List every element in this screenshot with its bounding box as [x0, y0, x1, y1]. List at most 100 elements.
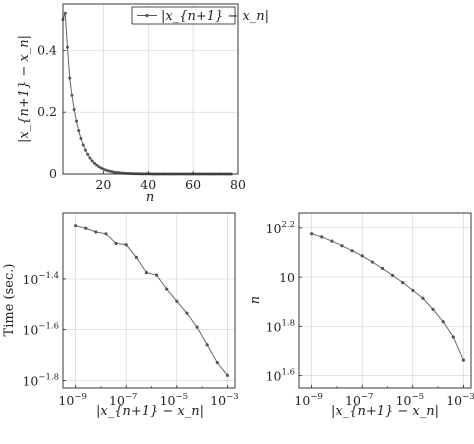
- bottom-left-x-tick-label-exponent: −7: [125, 392, 138, 402]
- top-y-tick-label: 0: [49, 166, 57, 181]
- top-legend-box: [131, 6, 236, 25]
- bottom-left-data-point: [195, 325, 199, 329]
- bottom-left-data-point: [185, 311, 189, 315]
- top-series-path: [62, 13, 232, 175]
- bottom-left-x-tick-label-base: 10: [109, 393, 125, 408]
- top-data-point: [74, 119, 78, 123]
- bottom-right-data-point: [431, 307, 435, 311]
- bottom-left-y-tick-label-exponent: −1.6: [38, 322, 59, 332]
- top-series-line: [62, 13, 232, 175]
- top-chart: 20 40 60 80 0 0.2 0.4 n |x_{n+1} − x_n| |x_{n…: [17, 3, 269, 205]
- bottom-right-data-point: [360, 254, 364, 258]
- bottom-left-data-point: [165, 287, 169, 291]
- top-data-point: [99, 166, 103, 170]
- top-data-point: [83, 148, 87, 152]
- bottom-left-y-ticks: 10−1.810−1.610−1.4: [22, 271, 66, 388]
- bottom-left-x-tick-label-base: 10: [210, 393, 226, 408]
- top-x-tick-label: 20: [95, 177, 111, 192]
- bottom-right-y-tick-label-base: 10: [266, 319, 282, 334]
- top-data-point: [113, 170, 117, 174]
- bottom-right-x-tick-label-exponent: −3: [462, 392, 474, 402]
- top-data-point: [77, 129, 81, 133]
- bottom-right-data-point: [380, 266, 385, 271]
- bottom-left-grid: [63, 213, 235, 388]
- bottom-left-x-tick-label: 10−9: [58, 392, 86, 408]
- bottom-right-x-tick-label: 10−3: [446, 392, 474, 408]
- top-data-point: [86, 152, 90, 156]
- top-data-point: [106, 169, 110, 173]
- bottom-left-x-tick-label-base: 10: [160, 393, 176, 408]
- top-data-point: [70, 93, 74, 97]
- top-data-point: [108, 169, 112, 173]
- top-y-tick-label-base: 0.2: [37, 104, 57, 119]
- bottom-left-data-point: [154, 273, 159, 277]
- top-data-point: [81, 143, 85, 147]
- bottom-left-data-point: [205, 343, 209, 347]
- bottom-right-data-point: [310, 232, 314, 236]
- bottom-right-x-tick-label: 10−7: [345, 392, 373, 408]
- bottom-left-x-tick-label-exponent: −5: [176, 392, 189, 402]
- bottom-right-grid: [299, 213, 471, 388]
- legend-entry-label: |x_{n+1} − x_n|: [161, 9, 269, 24]
- bottom-left-x-tick-label: 10−3: [210, 392, 238, 408]
- top-y-tick-label-base: 0: [49, 166, 57, 181]
- bottom-left-data-point: [124, 243, 128, 247]
- bottom-right-y-label: n: [248, 296, 263, 304]
- bottom-right-data-point: [350, 249, 354, 253]
- bottom-left-data-point: [84, 226, 88, 230]
- bottom-left-data-point: [215, 361, 219, 365]
- top-x-tick-label-base: 40: [140, 177, 156, 192]
- bottom-right-data-point: [390, 273, 395, 277]
- bottom-right-y-tick-label: 101.6: [266, 368, 295, 384]
- bottom-left-x-label: |x_{n+1} − x_n|: [96, 404, 204, 419]
- top-y-tick-label: 0.2: [37, 104, 57, 119]
- bottom-right-x-label: |x_{n+1} − x_n|: [331, 404, 439, 419]
- bottom-left-x-tick-label-exponent: −3: [226, 392, 239, 402]
- top-y-ticks: 0 0.2 0.4: [37, 42, 66, 181]
- bottom-right-x-tick-label-exponent: −9: [310, 392, 323, 402]
- bottom-left-data-point: [175, 299, 179, 303]
- top-data-point: [63, 11, 67, 15]
- bottom-left-y-tick-label-base: 10: [22, 373, 38, 388]
- bottom-left-chart: 10−9 10−7 10−5 10−3 10−1.810−1.610−1.4 |x_{…: [2, 212, 239, 419]
- bottom-right-x-ticks: 10−9 10−7 10−5 10−3: [294, 385, 474, 408]
- bottom-right-y-tick-label-exponent: 1.6: [281, 368, 295, 378]
- top-data-point: [115, 171, 119, 175]
- top-plot-frame: [62, 3, 239, 175]
- bottom-left-series-line: [75, 225, 228, 376]
- bottom-right-data-point: [401, 280, 405, 285]
- bottom-right-x-tick-label-base: 10: [294, 393, 310, 408]
- bottom-right-x-tick-label: 10−5: [396, 392, 424, 408]
- bottom-right-y-tick-label-exponent: 2.2: [281, 220, 295, 230]
- bottom-right-x-tick-label-base: 10: [396, 393, 412, 408]
- bottom-right-data-point: [441, 320, 445, 324]
- bottom-left-y-tick-label-base: 10: [22, 323, 38, 338]
- top-data-point: [90, 159, 94, 163]
- bottom-right-x-tick-label-exponent: −5: [412, 392, 425, 402]
- bottom-right-series-markers: [310, 232, 466, 362]
- bottom-left-x-tick-label-exponent: −9: [74, 392, 87, 402]
- bottom-right-data-point: [451, 335, 455, 339]
- bottom-left-y-tick-label: 10−1.8: [22, 372, 59, 388]
- bottom-right-data-point: [340, 244, 344, 248]
- bottom-left-x-ticks: 10−9 10−7 10−5 10−3: [58, 385, 239, 408]
- bottom-right-x-tick-label: 10−9: [294, 392, 322, 408]
- top-y-tick-label: 0.4: [37, 42, 57, 57]
- bottom-left-y-tick-label-exponent: −1.4: [38, 271, 59, 281]
- bottom-right-x-tick-label-exponent: −7: [361, 392, 374, 402]
- bottom-left-y-tick-label-exponent: −1.8: [38, 372, 59, 382]
- top-x-tick-label-base: 80: [230, 177, 246, 192]
- bottom-right-y-tick-label: 101.8: [266, 318, 295, 334]
- bottom-right-x-tick-label-base: 10: [345, 393, 361, 408]
- top-x-tick-label: 60: [185, 177, 201, 192]
- top-data-point: [95, 163, 99, 167]
- top-legend: |x_{n+1} − x_n|: [131, 6, 269, 25]
- top-data-point: [65, 45, 69, 49]
- top-x-tick-label-base: 20: [95, 177, 111, 192]
- top-y-label: |x_{n+1} − x_n|: [17, 35, 32, 143]
- bottom-left-data-point: [134, 255, 138, 259]
- bottom-right-y-tick-label: 10: [279, 270, 295, 285]
- bottom-left-y-tick-label: 10−1.6: [22, 322, 59, 338]
- bottom-left-data-point: [144, 271, 149, 275]
